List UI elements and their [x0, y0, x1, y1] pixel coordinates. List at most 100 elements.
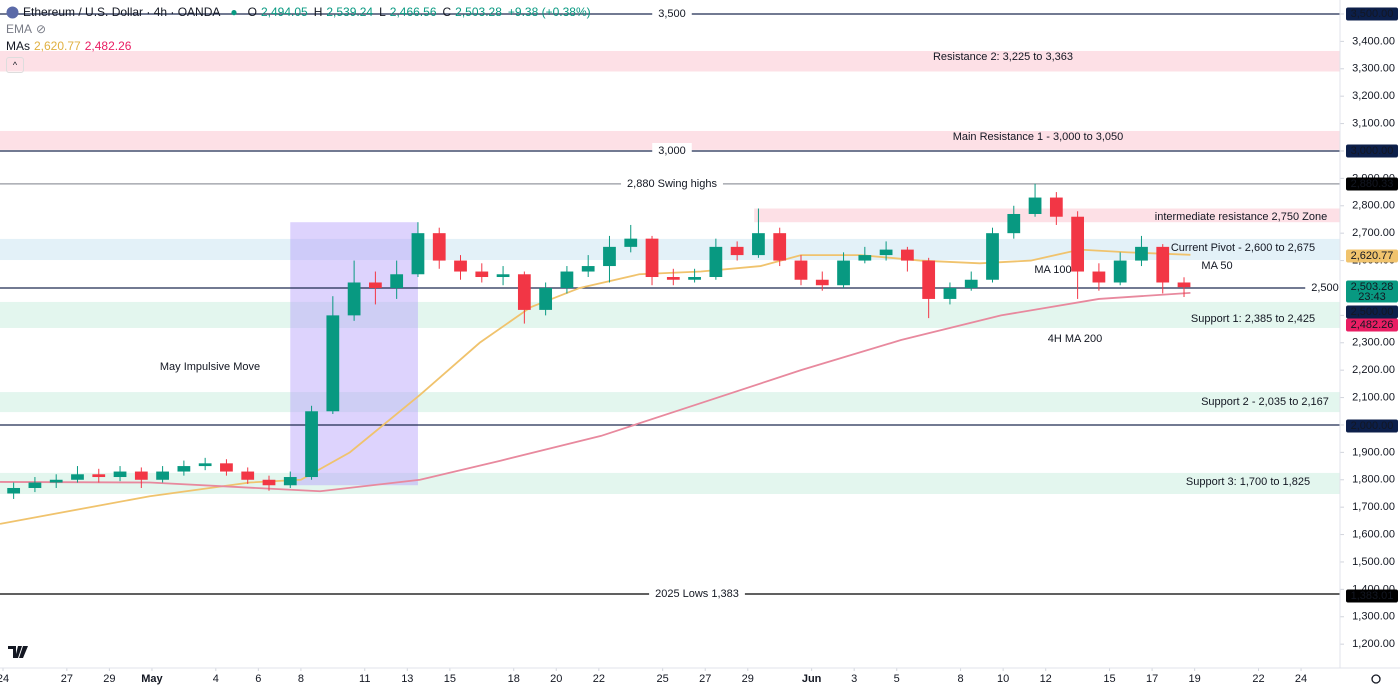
x-tick-label: 25: [657, 673, 669, 685]
candle-body: [837, 260, 850, 286]
y-tick-label: 2,200.00: [1352, 364, 1395, 376]
candle-body: [113, 471, 127, 478]
status-dot: ●: [230, 5, 238, 19]
ma-line: [0, 292, 1191, 493]
price-tag: [1346, 305, 1398, 319]
x-tick-label: 29: [103, 673, 115, 685]
y-tick-label: 1,600.00: [1352, 528, 1395, 540]
candle-body: [752, 233, 765, 256]
candle-body: [305, 411, 318, 478]
y-tick-label: 3,100.00: [1352, 117, 1395, 129]
candle-body: [1071, 216, 1085, 272]
x-tick-label: 22: [593, 673, 605, 685]
zone: [0, 238, 1340, 261]
price-tag: [1346, 177, 1398, 191]
candle-body: [134, 471, 148, 480]
candle-body: [390, 274, 404, 288]
y-tick-label: 1,300.00: [1352, 611, 1395, 623]
candle-body: [262, 479, 276, 486]
candle-body: [1092, 271, 1106, 283]
zone: [0, 392, 1340, 413]
price-tag-label: 2,000.00: [1351, 420, 1394, 432]
ohlc-value: 2,494.05: [260, 5, 308, 19]
level-label-bg: [652, 5, 692, 22]
x-tick-label: 15: [444, 673, 456, 685]
x-tick-label: 12: [1040, 673, 1052, 685]
price-tag: [1346, 7, 1398, 21]
mas-value: 2,620.77: [34, 39, 81, 53]
series-label: MA 50: [1201, 260, 1232, 272]
series-label: 4H MA 200: [1048, 333, 1102, 345]
x-tick-label: 10: [997, 673, 1009, 685]
logo: [8, 646, 28, 658]
candle-body: [624, 238, 638, 247]
candle-body: [1177, 282, 1191, 288]
candle-body: [7, 487, 21, 494]
hide-icon[interactable]: ⊘: [36, 22, 47, 36]
candle-body: [241, 471, 255, 480]
level-label-bg: [652, 142, 692, 159]
candle-body: [815, 279, 829, 286]
price-tag: [1346, 280, 1398, 303]
collapse-button[interactable]: ^: [6, 57, 24, 73]
candle-body: [560, 271, 574, 288]
candle-body: [432, 233, 446, 261]
mas-label: MAs: [6, 39, 30, 53]
x-tick-label: May: [141, 673, 163, 685]
change: +9.38 (+0.38%): [507, 5, 591, 19]
price-tag: [1346, 589, 1398, 603]
price-tag-label: 2,482.26: [1351, 319, 1394, 331]
candle-body: [794, 260, 808, 280]
x-tick-label: 15: [1103, 673, 1115, 685]
annotation: May Impulsive Move: [160, 361, 260, 373]
zone-label: Resistance 2: 3,225 to 3,363: [933, 51, 1073, 63]
ohlc-label: L: [379, 5, 386, 19]
ohlc-label: O: [247, 5, 257, 19]
candle-body: [326, 315, 340, 412]
zone: [0, 472, 1340, 495]
candle-body: [475, 271, 489, 278]
price-tag-label: 2,880.33: [1351, 178, 1394, 190]
zone-label: Main Resistance 1 - 3,000 to 3,050: [953, 131, 1124, 143]
price-tag: [1346, 249, 1398, 263]
candle-body: [666, 277, 680, 280]
zone-label: Current Pivot - 2,600 to 2,675: [1171, 242, 1315, 254]
symbol-title: Ethereum / U.S. Dollar · 4h · OANDA: [23, 5, 221, 19]
x-tick-label: 24: [1295, 673, 1307, 685]
x-tick-label: 29: [742, 673, 754, 685]
ohlc-label: C: [442, 5, 452, 19]
y-tick-label: 1,200.00: [1352, 638, 1395, 650]
x-tick-label: 24: [0, 673, 9, 685]
candle-body: [1028, 197, 1042, 214]
candle-body: [1113, 260, 1127, 283]
y-tick-label: 2,100.00: [1352, 391, 1395, 403]
zone-label: Support 3: 1,700 to 1,825: [1186, 476, 1310, 488]
candle-body: [92, 474, 106, 478]
zone: [0, 50, 1340, 72]
mas-row: MAs 2,620.77 2,482.26: [6, 38, 591, 55]
candle-body: [1156, 246, 1170, 283]
price-tag-sub: 23:43: [1358, 291, 1386, 303]
candle-body: [709, 246, 723, 278]
x-tick-label: 27: [699, 673, 711, 685]
mas-value: 2,482.26: [84, 39, 132, 53]
symbol-icon: [6, 6, 19, 19]
price-tag-label: 2,500.00: [1351, 306, 1394, 318]
candle-body: [603, 246, 616, 267]
candle-body: [1007, 213, 1021, 234]
candle-body: [28, 482, 42, 488]
settings-icon[interactable]: [1371, 674, 1381, 684]
x-tick-label: 18: [508, 673, 520, 685]
candle-body: [156, 471, 169, 480]
ohlc-label: H: [313, 5, 323, 19]
x-tick-label: 19: [1189, 673, 1201, 685]
candle-body: [539, 287, 553, 310]
x-tick-label: 3: [851, 673, 857, 685]
candle-body: [369, 282, 382, 288]
candle-body: [283, 477, 297, 486]
candle-body: [177, 466, 191, 472]
level-label: 3,500: [658, 8, 686, 20]
x-tick-label: 13: [401, 673, 413, 685]
